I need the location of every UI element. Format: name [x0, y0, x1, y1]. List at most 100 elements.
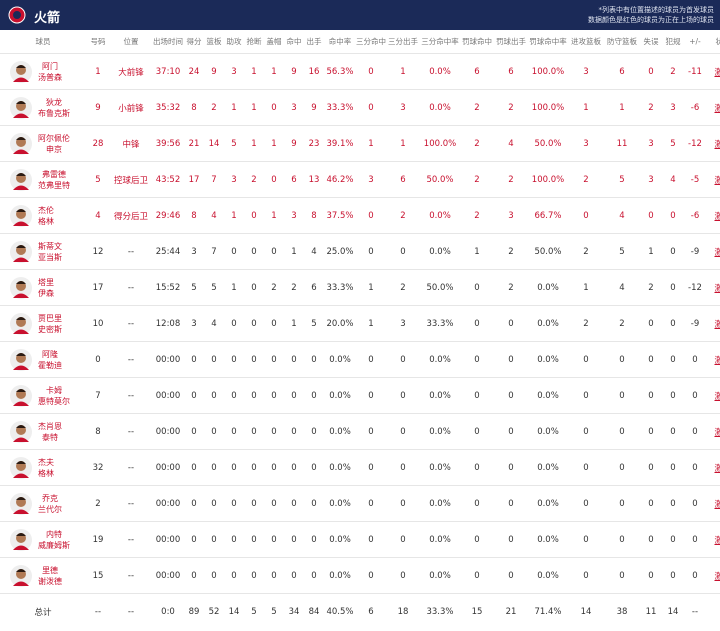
stat-cell: 7: [204, 233, 224, 270]
stat-cell: 0: [662, 521, 684, 558]
stat-cell: 3: [568, 53, 604, 90]
column-header: 抢断: [244, 30, 264, 54]
stat-cell: 0: [184, 521, 204, 558]
stat-cell: 0: [386, 557, 420, 594]
player-name[interactable]: 贾巴里 史密斯: [38, 313, 62, 335]
status[interactable]: 激活: [706, 233, 720, 270]
stat-cell: 0: [356, 233, 386, 270]
column-header: 助攻: [224, 30, 244, 54]
stat-cell: 33.3%: [324, 89, 356, 126]
stat-cell: 0: [184, 413, 204, 450]
stat-cell: 11: [604, 125, 640, 162]
stat-cell: 50.0%: [528, 125, 568, 162]
stat-cell: 0.0%: [528, 269, 568, 306]
player-name[interactable]: 杰伦 格林: [38, 205, 54, 227]
stat-cell: 100.0%: [420, 125, 460, 162]
player-name[interactable]: 斯蒂文 亚当斯: [38, 241, 62, 263]
stat-cell: 1: [244, 89, 264, 126]
stat-cell: 0: [604, 449, 640, 486]
stat-cell: 0: [604, 377, 640, 414]
stat-cell: 5: [204, 269, 224, 306]
status[interactable]: 激活: [706, 521, 720, 558]
column-header: 号码: [86, 30, 110, 54]
stat-cell: 2: [244, 161, 264, 198]
player-name[interactable]: 里德 谢泼德: [38, 565, 62, 587]
stat-cell: 3: [640, 161, 662, 198]
stat-cell: 100.0%: [528, 89, 568, 126]
stat-cell: 0: [604, 341, 640, 378]
stat-cell: -12: [684, 269, 706, 306]
stat-cell: -9: [684, 233, 706, 270]
status[interactable]: 激活: [706, 557, 720, 594]
status[interactable]: 激活: [706, 89, 720, 126]
avatar: [10, 240, 32, 263]
player-row: 乔克 兰代尔 2 -- 00:00 0 0 0 0 0 0 0 0.0% 0 0 0.0% 0 0 0.0% 0 0 0 0…: [0, 485, 720, 522]
total-cell: 0:0: [161, 607, 175, 617]
stat-cell: 15: [86, 557, 110, 594]
stats-table: 球员 号码 位置 出场时间 得分 篮板 助攻 抢断 盖帽 命中 出手 命中率 三分命中 三分出手 三分命中率…: [0, 30, 720, 630]
player-row: 阿隆 霍勒迪 0 -- 00:00 0 0 0 0 0 0 0 0.0% 0 0 0.0% 0 0 0.0% 0 0 0 0…: [0, 341, 720, 378]
stat-cell: 0: [244, 521, 264, 558]
player-name[interactable]: 内特 威廉姆斯: [38, 529, 70, 551]
stat-cell: 0: [224, 305, 244, 342]
stat-cell: 39.1%: [324, 125, 356, 162]
player-name[interactable]: 卡姆 惠特莫尔: [38, 385, 70, 407]
status[interactable]: 激活: [706, 485, 720, 522]
stat-cell: 0: [244, 305, 264, 342]
stat-cell: 0.0%: [324, 341, 356, 378]
stat-cell: 0.0%: [324, 449, 356, 486]
status[interactable]: 激活: [706, 413, 720, 450]
status[interactable]: 激活: [706, 197, 720, 234]
avatar: [10, 384, 32, 407]
stat-cell: 2: [494, 233, 528, 270]
status[interactable]: 激活: [706, 341, 720, 378]
note: 数据颜色是红色的球员为正在上场的球员: [588, 16, 714, 24]
stat-cell: 0.0%: [324, 521, 356, 558]
player-name[interactable]: 阿尔佩伦 申京: [38, 133, 70, 155]
column-header: 防守篮板: [604, 30, 640, 54]
stat-cell: 0: [460, 305, 494, 342]
stat-cell: 0: [386, 521, 420, 558]
player-name[interactable]: 狄龙 布鲁克斯: [38, 97, 70, 119]
name-line: 阿尔佩伦: [38, 133, 70, 143]
stat-cell: 9: [304, 89, 324, 126]
stat-cell: 0: [494, 305, 528, 342]
stat-cell: 0.0%: [324, 557, 356, 594]
status[interactable]: 激活: [706, 305, 720, 342]
avatar: [10, 168, 32, 191]
name-line: 狄龙: [46, 97, 62, 107]
stat-cell: 0: [640, 449, 662, 486]
stat-cell: 0: [662, 413, 684, 450]
total-cell: --: [127, 607, 135, 617]
player-name[interactable]: 乔克 兰代尔: [38, 493, 62, 515]
player-name[interactable]: 弗雷德 范弗里特: [38, 169, 70, 191]
stat-cell: 4: [204, 197, 224, 234]
player-name[interactable]: 杰夫 格林: [38, 457, 54, 479]
stat-cell: 0: [204, 413, 224, 450]
stat-cell: 0: [662, 341, 684, 378]
column-header: 得分: [184, 30, 204, 54]
status[interactable]: 激活: [706, 161, 720, 198]
stat-cell: 0: [386, 233, 420, 270]
stat-cell: 1: [284, 233, 304, 270]
team-title: 火箭: [34, 11, 61, 26]
status[interactable]: 激活: [706, 269, 720, 306]
player-row: 杰肖恩 泰特 8 -- 00:00 0 0 0 0 0 0 0 0.0% 0 0 0.0% 0 0 0.0% 0 0 0 0…: [0, 413, 720, 450]
name-line: 杰伦: [38, 205, 54, 215]
status[interactable]: 激活: [706, 53, 720, 90]
player-name[interactable]: 阿隆 霍勒迪: [38, 349, 62, 371]
stat-cell: 0: [304, 557, 324, 594]
player-name[interactable]: 塔里 伊森: [38, 277, 54, 299]
player-name[interactable]: 阿门 汤普森: [38, 61, 62, 83]
stat-cell: 0: [386, 341, 420, 378]
stat-cell: 19: [86, 521, 110, 558]
player-name[interactable]: 杰肖恩 泰特: [38, 421, 62, 443]
status[interactable]: 激活: [706, 449, 720, 486]
stat-cell: 28: [86, 125, 110, 162]
status[interactable]: 激活: [706, 377, 720, 414]
stat-cell: 0: [244, 269, 264, 306]
status[interactable]: 激活: [706, 125, 720, 162]
stat-cell: 33.3%: [420, 305, 460, 342]
stat-cell: 1: [604, 89, 640, 126]
stat-cell: 0: [264, 449, 284, 486]
